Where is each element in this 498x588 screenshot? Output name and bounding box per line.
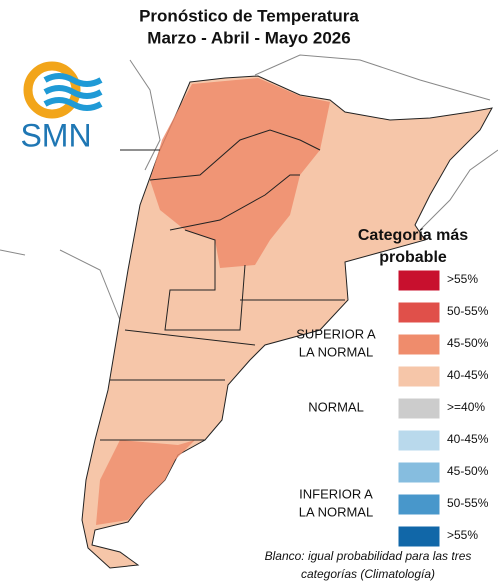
- legend-swatch: [397, 525, 441, 548]
- legend-group-label: LA NORMAL: [299, 504, 373, 519]
- legend-group-label: NORMAL: [308, 399, 364, 414]
- legend-title: Categoría más: [358, 227, 468, 244]
- title: Marzo - Abril - Mayo 2026: [147, 28, 350, 47]
- warm-region: [150, 78, 330, 268]
- legend-item-label: 40-45%: [447, 432, 489, 446]
- legend-item-label: >55%: [447, 528, 478, 542]
- province-borders: [100, 129, 345, 441]
- logo-sun: [23, 61, 81, 119]
- logo-waves: [43, 73, 103, 111]
- legend-item-label: 50-55%: [447, 304, 489, 318]
- legend-swatch: [397, 429, 441, 452]
- legend-item-label: 50-55%: [447, 496, 489, 510]
- legend-group-label: LA NORMAL: [299, 344, 373, 359]
- legend-swatch: [397, 493, 441, 516]
- legend-swatch: [397, 301, 441, 324]
- legend-item-label: 45-50%: [447, 336, 489, 350]
- legend-item-label: 40-45%: [447, 368, 489, 382]
- footnote: Blanco: igual probabilidad para las tres: [265, 549, 472, 563]
- legend-item-label: >=40%: [447, 400, 485, 414]
- logo: SMN: [20, 61, 103, 153]
- legend-title: probable: [379, 249, 447, 266]
- legend-swatch: [397, 397, 441, 420]
- legend-group-label: INFERIOR A: [299, 486, 373, 501]
- legend-swatch: [397, 333, 441, 356]
- legend-item-label: >55%: [447, 272, 478, 286]
- legend-swatch: [397, 461, 441, 484]
- footnote: categorías (Climatología): [301, 567, 435, 581]
- legend-swatch: [397, 269, 441, 292]
- neighbor-borders: [0, 54, 498, 321]
- title: Pronóstico de Temperatura: [139, 6, 359, 25]
- warm-region-south: [96, 440, 195, 525]
- legend-group-label: SUPERIOR A: [296, 326, 376, 341]
- logo-text: SMN: [20, 117, 91, 153]
- legend-swatch: [397, 365, 441, 388]
- legend-item-label: 45-50%: [447, 464, 489, 478]
